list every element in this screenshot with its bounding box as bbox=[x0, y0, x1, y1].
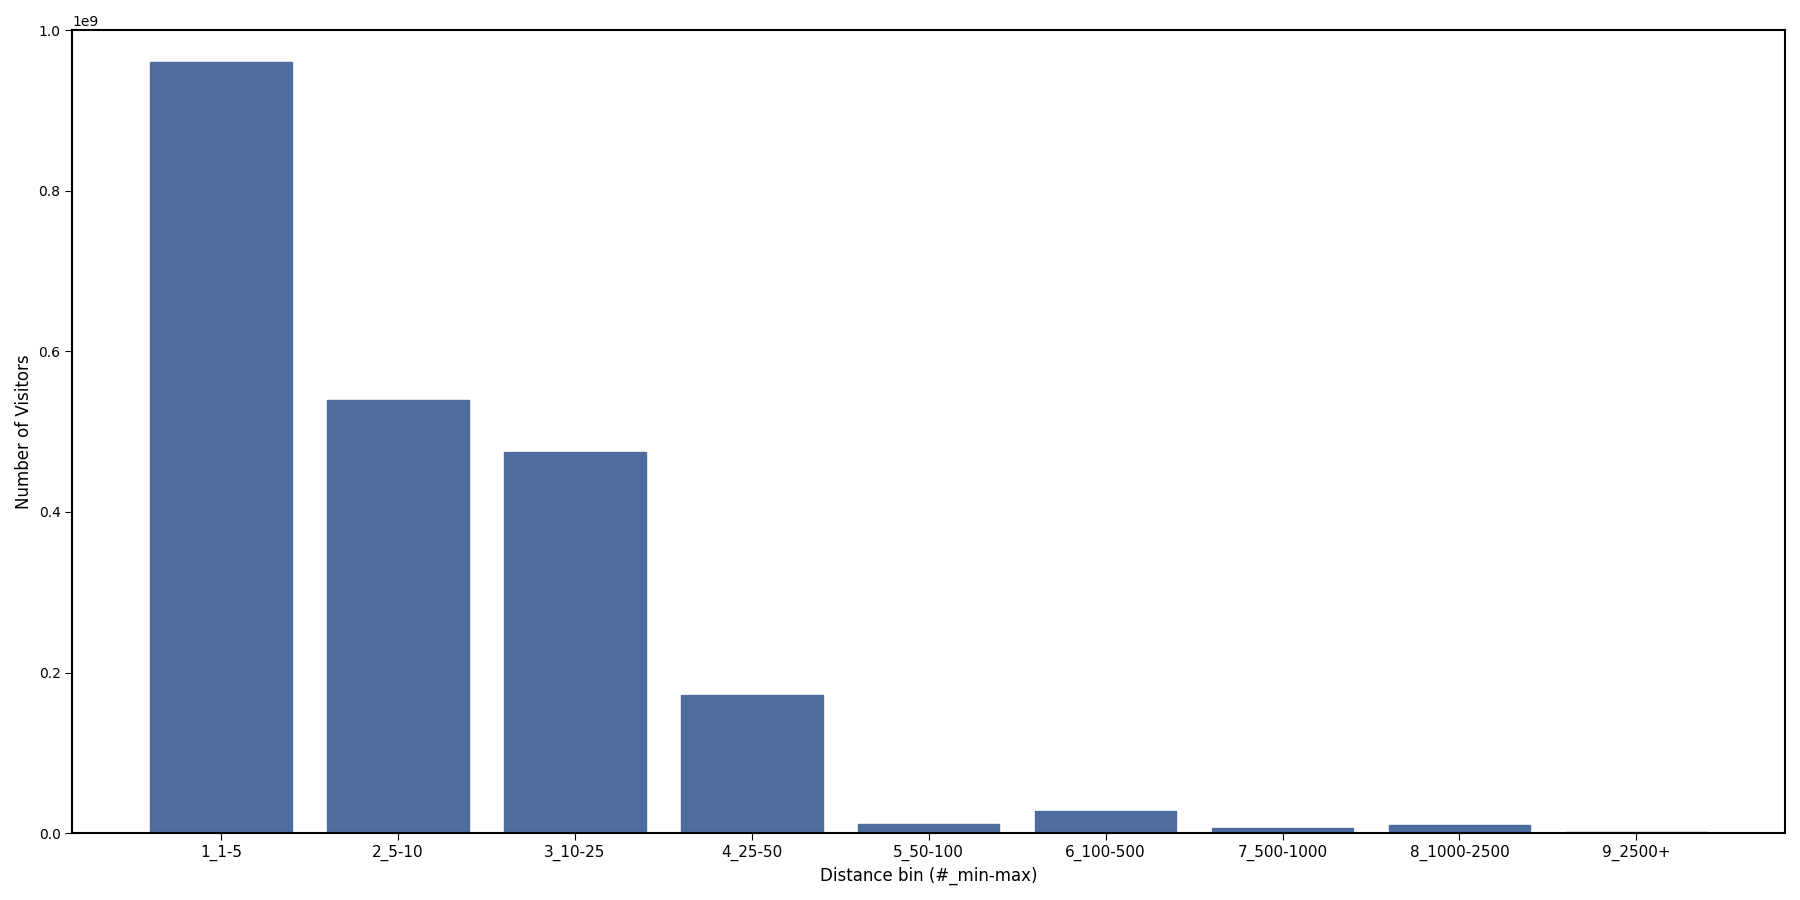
Bar bbox=[859, 824, 999, 833]
X-axis label: Distance bin (#_min-max): Distance bin (#_min-max) bbox=[821, 867, 1037, 885]
Bar bbox=[1566, 832, 1706, 833]
Bar bbox=[149, 62, 292, 833]
Bar bbox=[504, 452, 646, 833]
Bar bbox=[1211, 827, 1354, 833]
Bar bbox=[1035, 812, 1177, 833]
Y-axis label: Number of Visitors: Number of Visitors bbox=[14, 355, 32, 509]
Bar bbox=[680, 695, 823, 833]
Bar bbox=[1388, 825, 1530, 833]
Bar bbox=[328, 400, 468, 833]
